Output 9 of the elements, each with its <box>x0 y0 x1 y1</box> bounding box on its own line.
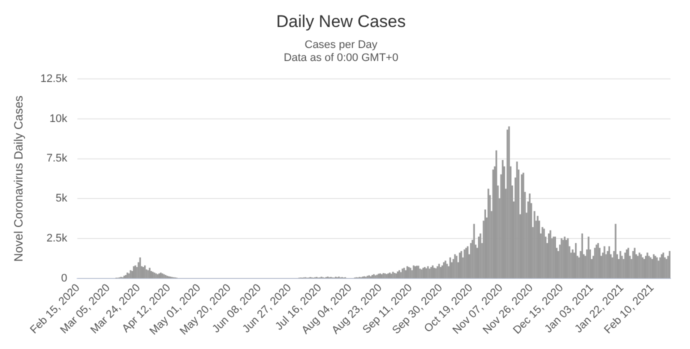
y-tick-label: 12.5k <box>40 72 68 85</box>
chart-title: Daily New Cases <box>276 12 406 31</box>
y-tick-label: 7.5k <box>46 152 68 165</box>
y-axis-title: Novel Coronavirus Daily Cases <box>12 96 26 262</box>
y-tick-label: 5k <box>56 192 68 205</box>
chart-subtitle: Cases per Day Data as of 0:00 GMT+0 <box>284 39 398 64</box>
y-tick-label: 10k <box>50 112 68 125</box>
y-tick-label: 0 <box>61 272 68 285</box>
y-tick-label: 2.5k <box>46 232 68 245</box>
